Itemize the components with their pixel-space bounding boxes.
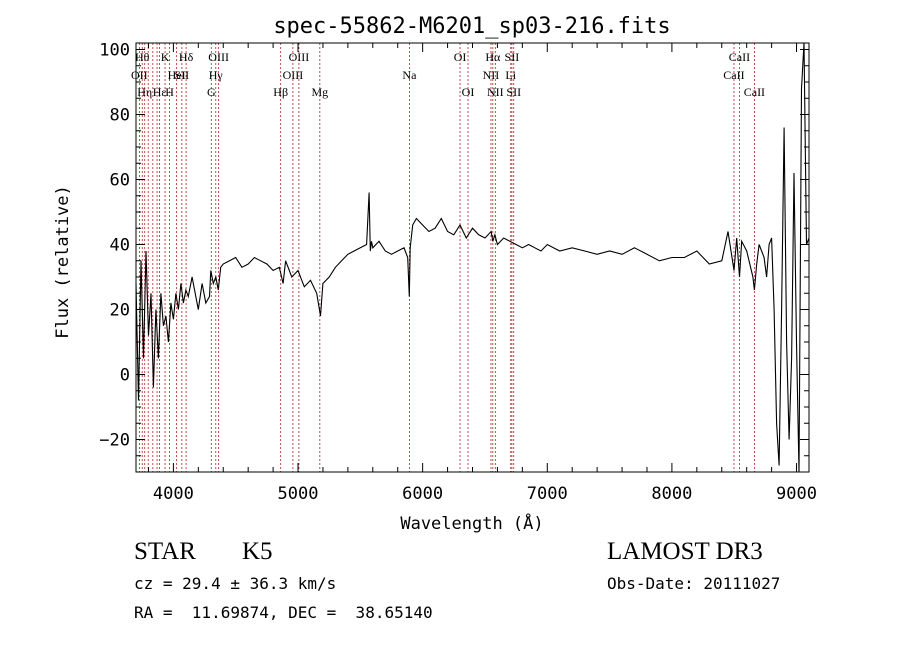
line-label: OIII <box>283 68 304 82</box>
x-tick-label: 7000 <box>527 484 568 504</box>
y-tick-label: −20 <box>99 431 130 451</box>
line-label: NII <box>487 85 504 99</box>
line-label: Hγ <box>209 68 224 82</box>
line-label: Hε <box>153 85 167 99</box>
y-tick-label: 80 <box>110 106 130 126</box>
spectral-reference-lines <box>138 43 755 472</box>
line-label: SII <box>175 68 190 82</box>
line-label: HeI <box>168 68 186 82</box>
line-label: OI <box>462 85 475 99</box>
y-tick-label: 20 <box>110 301 130 321</box>
redshift-value: cz = 29.4 ± 36.3 km/s <box>134 574 337 593</box>
x-tick-label: 6000 <box>402 484 443 504</box>
coordinates: RA = 11.69874, DEC = 38.65140 <box>134 603 433 622</box>
line-label: NII <box>483 68 500 82</box>
x-tick-label: 8000 <box>651 484 692 504</box>
y-tick-label: 0 <box>120 366 130 386</box>
x-tick-label: 5000 <box>278 484 319 504</box>
line-label: OII <box>131 68 148 82</box>
line-label: Na <box>402 68 417 82</box>
y-axis-label: Flux (relative) <box>53 185 73 339</box>
x-tick-label: 9000 <box>776 484 817 504</box>
line-label: Hδ <box>179 50 194 64</box>
y-axis: −20 0 20 40 60 80 100 <box>99 41 809 473</box>
observation-date: Obs-Date: 20111027 <box>607 574 781 593</box>
x-axis: 4000 5000 6000 7000 8000 9000 <box>147 43 817 504</box>
line-label: G <box>207 85 216 99</box>
line-label: Hθ <box>135 50 150 64</box>
survey-name: LAMOST DR3 <box>607 538 763 565</box>
line-label: H <box>165 85 174 99</box>
line-label: Li <box>505 68 516 82</box>
line-label: Hη <box>137 85 152 99</box>
line-label: K <box>161 50 170 64</box>
y-tick-label: 40 <box>110 236 130 256</box>
line-label: CaII <box>729 50 750 64</box>
object-class: STAR <box>134 538 196 565</box>
line-label: Hα <box>485 50 501 64</box>
line-label: OIII <box>208 50 229 64</box>
line-label: CaII <box>744 85 765 99</box>
y-tick-label: 100 <box>99 41 130 61</box>
line-label: CaII <box>723 68 744 82</box>
line-label: OI <box>454 50 467 64</box>
x-tick-label: 4000 <box>153 484 194 504</box>
line-label: SII <box>506 85 521 99</box>
line-label: SII <box>505 50 520 64</box>
line-label: OIII <box>289 50 310 64</box>
chart-title: spec-55862-M6201_sp03-216.fits <box>273 14 670 39</box>
plot-frame <box>135 42 810 473</box>
x-axis-label: Wavelength (Å) <box>400 512 543 534</box>
spectrum-line <box>135 42 810 473</box>
y-tick-label: 60 <box>110 171 130 191</box>
line-label: Hβ <box>273 85 288 99</box>
line-label: Mg <box>311 85 328 99</box>
object-subclass: K5 <box>242 538 273 565</box>
